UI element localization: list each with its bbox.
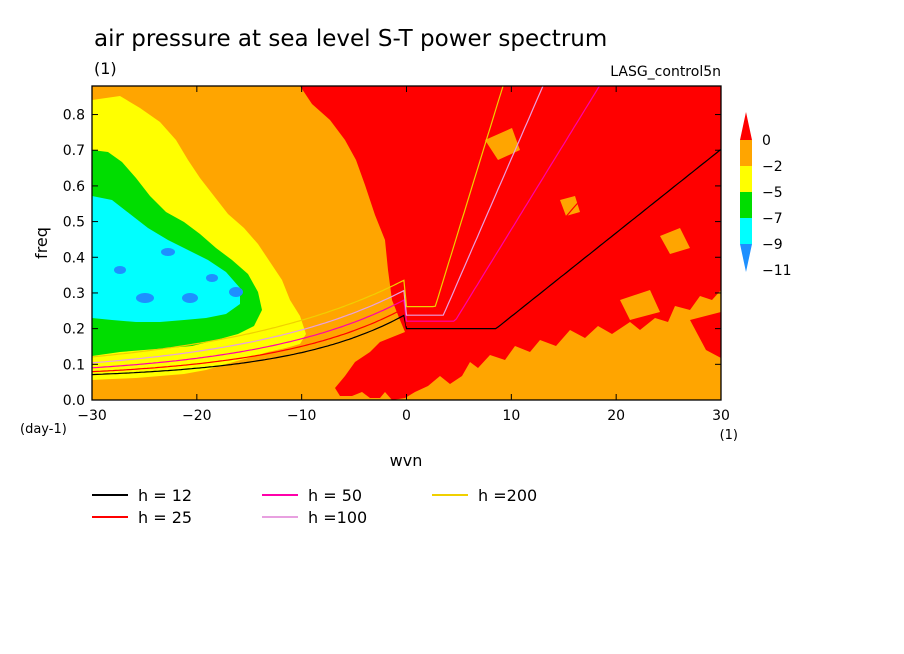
dispersion-curve	[92, 86, 601, 369]
y-tick-label: 0.6	[63, 179, 85, 195]
x-tick-label: 30	[712, 408, 730, 424]
colorbar-top-arrow	[740, 112, 752, 140]
x-tick-label: 10	[502, 408, 520, 424]
x-tick-label: −30	[77, 408, 107, 424]
legend-label: h =100	[308, 508, 367, 527]
x-tick-label: 20	[607, 408, 625, 424]
dispersion-curve	[92, 148, 721, 376]
legend-label: h = 12	[138, 486, 192, 505]
legend-label: h = 25	[138, 508, 192, 527]
dispersion-curve	[92, 86, 504, 358]
y-tick-label: 0.3	[63, 286, 85, 302]
x-axis-label: wvn	[390, 451, 423, 470]
field-orange-patch	[485, 128, 520, 160]
field-red-patch	[690, 312, 721, 358]
y-axis-label: freq	[32, 227, 51, 259]
field-orange-patch	[560, 196, 580, 216]
field-blue-blob	[206, 274, 218, 282]
legend-label: h = 50	[308, 486, 362, 505]
colorbar-label: 0	[762, 133, 771, 149]
y-unit-label: (day-1)	[20, 422, 67, 437]
y-axis: 0.0 0.1 0.2 0.3 0.4 0.5 0.6 0.7 0.8	[63, 108, 721, 409]
x-tick-label: −10	[287, 408, 317, 424]
field-red-patch	[420, 130, 452, 170]
units-label: (1)	[94, 59, 117, 78]
colorbar-segment	[740, 192, 752, 218]
x-tick-label: 0	[402, 408, 411, 424]
source-label: LASG_control5n	[610, 64, 721, 80]
field-orange-patch	[660, 228, 690, 254]
dispersion-curve	[92, 86, 681, 373]
colorbar-label: −2	[762, 159, 783, 175]
x-unit-label: (1)	[720, 428, 738, 443]
colorbar-label: −5	[762, 185, 783, 201]
colorbar-label: −11	[762, 263, 792, 279]
legend: h = 12 h = 25 h = 50 h =100 h =200	[92, 486, 537, 527]
heatmap-field	[92, 86, 721, 400]
colorbar-segment	[740, 218, 752, 244]
colorbar: 0 −2 −5 −7 −9 −11	[740, 112, 792, 279]
colorbar-segment	[740, 140, 752, 166]
field-blue-blob	[136, 293, 154, 303]
legend-label: h =200	[478, 486, 537, 505]
y-tick-label: 0.2	[63, 322, 85, 338]
y-tick-label: 0.8	[63, 108, 85, 124]
y-tick-label: 0.0	[63, 393, 85, 409]
field-blue-blob	[182, 293, 198, 303]
y-tick-label: 0.7	[63, 143, 85, 159]
colorbar-label: −9	[762, 237, 783, 253]
colorbar-label: −7	[762, 211, 783, 227]
field-orange-patch	[620, 290, 660, 320]
x-axis: −30 −20 −10 0 10 20 30	[77, 86, 730, 424]
field-blue-blob	[229, 287, 243, 297]
y-tick-label: 0.4	[63, 250, 85, 266]
y-tick-label: 0.5	[63, 215, 85, 231]
dispersion-curve	[92, 86, 544, 364]
field-cyan	[92, 196, 240, 322]
colorbar-segment	[740, 166, 752, 192]
y-tick-label: 0.1	[63, 357, 85, 373]
x-tick-label: −20	[182, 408, 212, 424]
chart-title: air pressure at sea level S-T power spec…	[94, 26, 607, 52]
field-blue-blob	[161, 248, 175, 256]
colorbar-bottom-arrow	[740, 244, 752, 272]
field-blue-blob	[114, 266, 126, 274]
dispersion-curves	[92, 86, 721, 376]
